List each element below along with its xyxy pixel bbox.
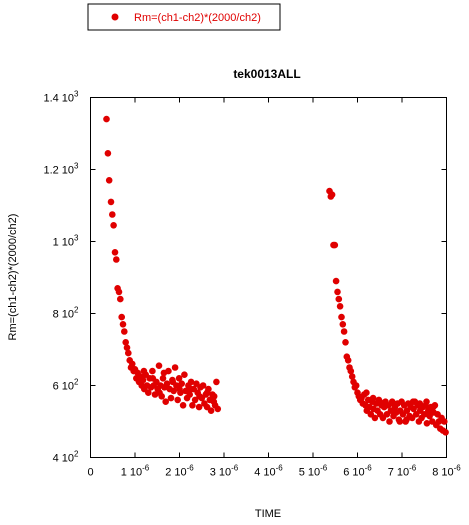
data-point bbox=[176, 386, 183, 393]
data-point bbox=[370, 395, 377, 402]
y-tick-label: 4 102 bbox=[53, 450, 79, 465]
y-tick-label: 1 103 bbox=[53, 234, 79, 249]
data-point bbox=[329, 191, 336, 198]
data-point bbox=[423, 398, 430, 405]
data-point bbox=[106, 177, 113, 184]
y-tick-label: 1.4 103 bbox=[43, 90, 79, 105]
x-tick-label: 4 10-6 bbox=[254, 464, 283, 479]
data-point bbox=[204, 389, 211, 396]
data-point bbox=[120, 321, 127, 328]
legend-marker bbox=[112, 14, 119, 21]
data-point bbox=[345, 357, 352, 364]
data-point bbox=[215, 406, 222, 413]
x-tick-label: 2 10-6 bbox=[165, 464, 194, 479]
x-tick-label: 0 bbox=[87, 467, 93, 479]
data-point bbox=[156, 362, 163, 369]
y-axis-label: Rm=(ch1-ch2)*(2000/ch2) bbox=[7, 214, 19, 341]
x-axis-label: TIME bbox=[255, 508, 281, 520]
data-point bbox=[390, 400, 397, 407]
data-point bbox=[341, 328, 348, 335]
data-point bbox=[174, 397, 181, 404]
data-point bbox=[112, 249, 119, 256]
data-point bbox=[180, 402, 187, 409]
data-point bbox=[386, 418, 393, 425]
data-point bbox=[118, 314, 125, 321]
data-point bbox=[211, 393, 218, 400]
data-point bbox=[334, 289, 341, 296]
data-point bbox=[141, 368, 148, 375]
x-tick-label: 8 10-6 bbox=[432, 464, 461, 479]
x-tick-label: 7 10-6 bbox=[388, 464, 417, 479]
data-point bbox=[213, 379, 220, 386]
data-point bbox=[109, 211, 116, 218]
data-point bbox=[181, 371, 188, 378]
data-point bbox=[342, 339, 349, 346]
chart-title: tek0013ALL bbox=[233, 67, 300, 81]
data-point bbox=[336, 296, 343, 303]
data-point bbox=[353, 382, 360, 389]
data-point bbox=[110, 222, 117, 229]
data-point bbox=[168, 395, 175, 402]
data-point bbox=[377, 398, 384, 405]
data-point bbox=[156, 389, 163, 396]
data-point bbox=[332, 242, 339, 249]
data-point bbox=[113, 256, 120, 263]
data-point bbox=[363, 389, 370, 396]
data-point bbox=[103, 116, 110, 123]
data-point bbox=[333, 278, 340, 285]
y-tick-label: 6 102 bbox=[53, 378, 79, 393]
data-point bbox=[117, 296, 124, 303]
data-points bbox=[103, 116, 449, 436]
legend: Rm=(ch1-ch2)*(2000/ch2) bbox=[88, 4, 280, 30]
legend-entry: Rm=(ch1-ch2)*(2000/ch2) bbox=[134, 12, 261, 24]
data-point bbox=[410, 398, 417, 405]
data-point bbox=[208, 407, 215, 414]
data-point bbox=[337, 303, 344, 310]
data-point bbox=[397, 418, 404, 425]
data-point bbox=[187, 386, 194, 393]
x-tick-label: 6 10-6 bbox=[343, 464, 372, 479]
data-point bbox=[403, 416, 410, 423]
data-point bbox=[196, 393, 203, 400]
data-point bbox=[442, 429, 449, 436]
data-point bbox=[125, 350, 132, 357]
data-point bbox=[116, 289, 123, 296]
data-point bbox=[161, 370, 168, 377]
x-tick-label: 3 10-6 bbox=[210, 464, 239, 479]
data-point bbox=[338, 314, 345, 321]
data-point bbox=[340, 321, 347, 328]
data-point bbox=[170, 379, 177, 386]
data-point bbox=[150, 375, 157, 382]
data-point bbox=[108, 199, 115, 206]
data-point bbox=[105, 150, 112, 157]
data-point bbox=[172, 364, 179, 371]
y-tick-label: 1.2 103 bbox=[43, 162, 79, 177]
data-point bbox=[149, 368, 156, 375]
data-point bbox=[417, 400, 424, 407]
y-tick-label: 8 102 bbox=[53, 306, 79, 321]
x-tick-label: 5 10-6 bbox=[299, 464, 328, 479]
data-point bbox=[441, 418, 448, 425]
data-point bbox=[430, 404, 437, 411]
x-tick-label: 1 10-6 bbox=[121, 464, 150, 479]
data-point bbox=[121, 328, 128, 335]
